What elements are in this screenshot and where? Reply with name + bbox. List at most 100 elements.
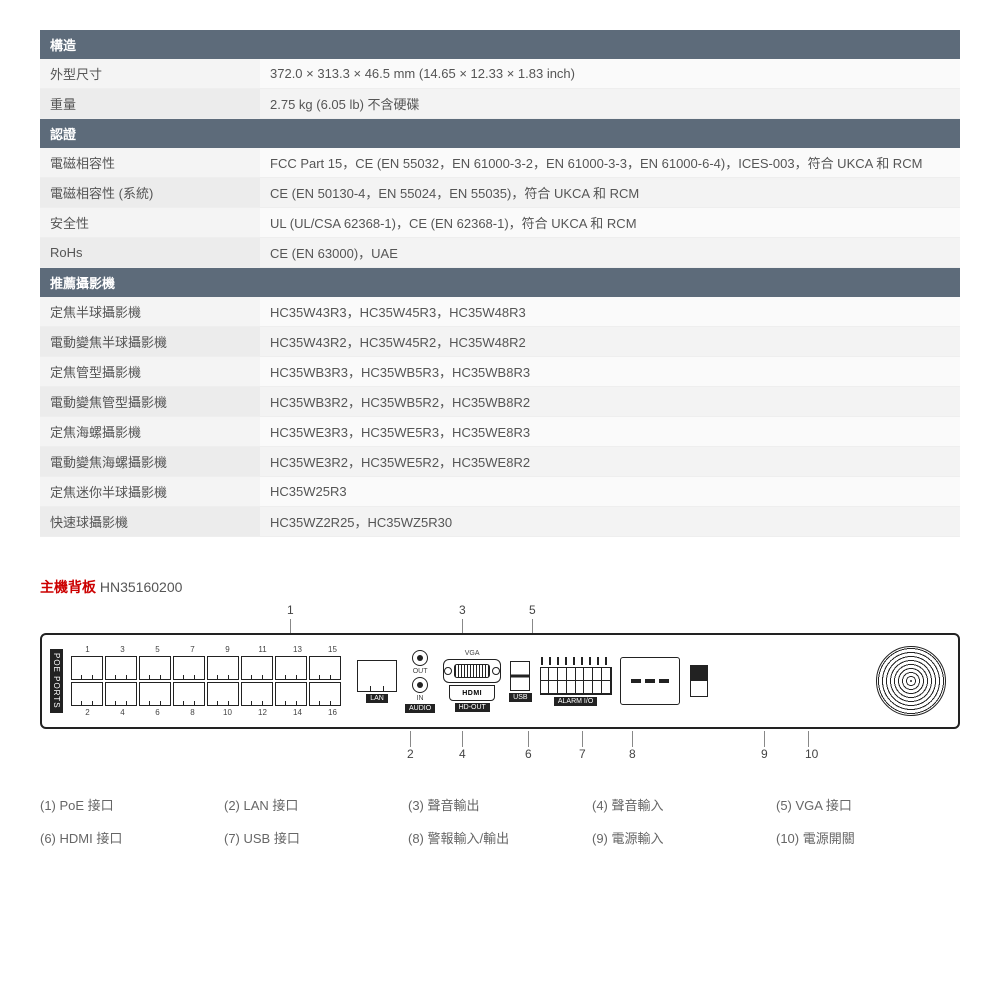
poe-ports-block: 13579111315 246810121416 (71, 645, 349, 717)
power-switch-icon (690, 665, 708, 697)
alarm-top-strip-icon (541, 657, 611, 665)
legend-item: (2) LAN 接口 (224, 795, 408, 814)
lan-block: LAN (357, 660, 397, 703)
audio-out-jack-icon (412, 650, 428, 666)
callout-number: 4 (459, 747, 466, 761)
rj45-port-icon (105, 682, 137, 706)
spec-row-label: 重量 (40, 89, 260, 119)
spec-row-label: 電動變焦管型攝影機 (40, 387, 260, 417)
legend-item: (9) 電源輸入 (592, 828, 776, 847)
poe-port-number: 9 (211, 645, 244, 654)
spec-row-label: 快速球攝影機 (40, 507, 260, 537)
alarm-terminal-icon (540, 667, 612, 695)
rj45-port-icon (309, 656, 341, 680)
callout-number: 2 (407, 747, 414, 761)
poe-port-number: 4 (106, 708, 139, 717)
spec-row-label: 電動變焦海螺攝影機 (40, 447, 260, 477)
spec-row-value: HC35W43R2，HC35W45R2，HC35W48R2 (260, 327, 960, 357)
rear-panel-title: 主機背板 HN35160200 (40, 577, 960, 597)
callout-number: 10 (805, 747, 818, 761)
spec-row-value: FCC Part 15，CE (EN 55032，EN 61000-3-2，EN… (260, 148, 960, 178)
spec-row-label: 定焦管型攝影機 (40, 357, 260, 387)
vga-label: VGA (465, 650, 480, 657)
hd-out-label: HD-OUT (455, 703, 490, 712)
vga-hdmi-block: VGA HDMI HD-OUT (443, 650, 501, 712)
spec-row-label: RoHs (40, 238, 260, 268)
rj45-port-icon (71, 682, 103, 706)
callout-line (532, 619, 533, 633)
spec-row-value: 2.75 kg (6.05 lb) 不含硬碟 (260, 89, 960, 119)
spec-row-value: HC35W43R3，HC35W45R3，HC35W48R3 (260, 297, 960, 327)
rj45-port-icon (207, 656, 239, 680)
poe-port-number: 1 (71, 645, 104, 654)
callout-number: 7 (579, 747, 586, 761)
audio-block: OUT IN AUDIO (405, 650, 435, 713)
callout-line (462, 731, 463, 747)
power-inlet-icon (620, 657, 680, 705)
rj45-port-icon (105, 656, 137, 680)
alarm-label: ALARM I/O (554, 697, 597, 706)
rj45-port-icon (241, 682, 273, 706)
spec-row-label: 定焦海螺攝影機 (40, 417, 260, 447)
legend-item: (4) 聲音輸入 (592, 795, 776, 814)
lan-label: LAN (366, 694, 388, 703)
poe-port-number: 11 (246, 645, 279, 654)
spec-table: 構造外型尺寸372.0 × 313.3 × 46.5 mm (14.65 × 1… (40, 30, 960, 537)
usb-label: USB (509, 693, 531, 702)
poe-port-number: 8 (176, 708, 209, 717)
callout-number: 8 (629, 747, 636, 761)
spec-row-value: CE (EN 50130-4，EN 55024，EN 55035)，符合 UKC… (260, 178, 960, 208)
rj45-port-icon (139, 656, 171, 680)
spec-row-label: 電磁相容性 (40, 148, 260, 178)
callout-line (632, 731, 633, 747)
poe-port-number: 12 (246, 708, 279, 717)
spec-row-value: HC35WZ2R25，HC35WZ5R30 (260, 507, 960, 537)
fan-grille-icon (876, 646, 946, 716)
section-header: 構造 (40, 30, 960, 59)
spec-row-label: 電動變焦半球攝影機 (40, 327, 260, 357)
callout-line (290, 619, 291, 633)
callout-legend: (1) PoE 接口(2) LAN 接口(3) 聲音輸出(4) 聲音輸入(5) … (40, 795, 960, 847)
rj45-port-icon (275, 656, 307, 680)
section-header: 認證 (40, 119, 960, 149)
spec-row-value: HC35WB3R3，HC35WB5R3，HC35WB8R3 (260, 357, 960, 387)
callout-number: 3 (459, 603, 466, 617)
callout-line (410, 731, 411, 747)
legend-item: (1) PoE 接口 (40, 795, 224, 814)
spec-row-value: UL (UL/CSA 62368-1)，CE (EN 62368-1)，符合 U… (260, 208, 960, 238)
callout-number: 6 (525, 747, 532, 761)
section-header: 推薦攝影機 (40, 268, 960, 298)
callout-line (528, 731, 529, 747)
poe-port-number: 10 (211, 708, 244, 717)
spec-row-value: HC35W25R3 (260, 477, 960, 507)
lan-port-icon (357, 660, 397, 692)
callout-number: 9 (761, 747, 768, 761)
legend-item: (8) 警報輸入/輸出 (408, 828, 592, 847)
callout-line (582, 731, 583, 747)
alarm-block: ALARM I/O (540, 657, 612, 706)
poe-port-number: 15 (316, 645, 349, 654)
callout-number: 5 (529, 603, 536, 617)
rj45-port-icon (207, 682, 239, 706)
poe-ports-label: POE PORTS (50, 649, 63, 713)
spec-row-value: 372.0 × 313.3 × 46.5 mm (14.65 × 12.33 ×… (260, 59, 960, 89)
poe-port-number: 3 (106, 645, 139, 654)
rj45-port-icon (241, 656, 273, 680)
spec-row-value: HC35WE3R3，HC35WE5R3，HC35WE8R3 (260, 417, 960, 447)
spec-row-value: CE (EN 63000)，UAE (260, 238, 960, 268)
legend-item: (6) HDMI 接口 (40, 828, 224, 847)
usb-port-icon (510, 661, 530, 691)
spec-row-value: HC35WE3R2，HC35WE5R2，HC35WE8R2 (260, 447, 960, 477)
audio-out-label: OUT (413, 668, 428, 675)
callout-number: 1 (287, 603, 294, 617)
audio-in-label: IN (417, 695, 424, 702)
usb-block: USB (509, 661, 531, 702)
spec-row-label: 定焦迷你半球攝影機 (40, 477, 260, 507)
rj45-port-icon (71, 656, 103, 680)
legend-item: (7) USB 接口 (224, 828, 408, 847)
legend-item: (10) 電源開關 (776, 828, 960, 847)
callout-line (764, 731, 765, 747)
rear-panel-model: HN35160200 (100, 579, 183, 595)
legend-item: (3) 聲音輸出 (408, 795, 592, 814)
rear-panel-diagram: 135 POE PORTS 13579111315 246810121416 L… (40, 603, 960, 765)
